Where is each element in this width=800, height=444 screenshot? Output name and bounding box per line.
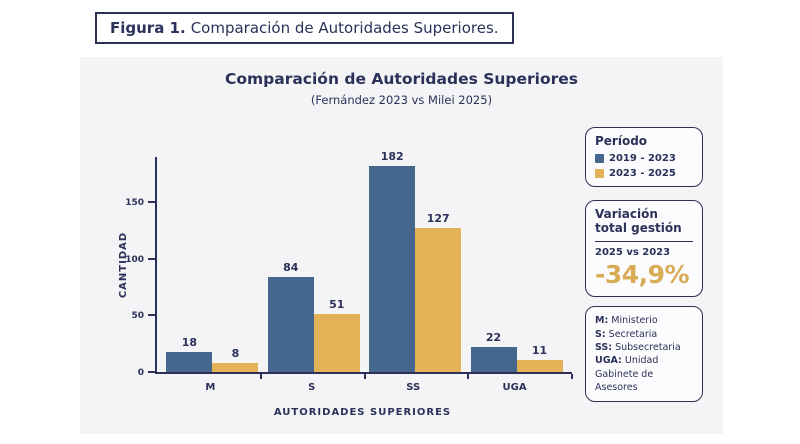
abbreviation-line: UGA: Unidad Gabinete de Asesores [595, 355, 659, 393]
divider [595, 241, 693, 243]
legend-title: Período [595, 134, 648, 148]
x-tick-mark [363, 374, 366, 379]
abbreviation-line: M: Ministerio [595, 315, 658, 327]
x-axis-tick-labels: M S SS UGA [155, 382, 570, 393]
variation-title-line2: total gestión [595, 220, 682, 235]
x-tick-label: UGA [502, 382, 527, 393]
y-tick-mark [148, 257, 155, 260]
bar-value-label: 8 [231, 346, 240, 360]
bar-wrap: 18 [166, 335, 213, 372]
chart-subtitle: (Fernández 2023 vs Milei 2025) [310, 93, 493, 107]
variation-title-line1: Variación [595, 206, 658, 221]
bar [166, 351, 213, 372]
legend-swatch [595, 168, 604, 178]
bar-wrap: 127 [415, 212, 462, 372]
legend-box: Período 2019 - 2023 2023 - 2025 [585, 127, 703, 187]
bar [415, 228, 462, 372]
variation-value: -34,9% [595, 260, 690, 290]
x-tick-mark [571, 374, 573, 379]
bar-value-label: 22 [485, 331, 502, 345]
bar [313, 314, 360, 372]
x-tick-label: S [308, 382, 316, 393]
bar-groups: 18 8 84 51 182 127 22 11 [157, 150, 572, 372]
bar-wrap: 51 [313, 298, 360, 372]
bar-wrap: 8 [212, 346, 259, 372]
bar-value-label: 18 [181, 335, 198, 349]
plot-area: 0 50 100 150 18 8 84 51 182 127 22 11 [125, 150, 573, 379]
x-tick-label: M [205, 382, 216, 393]
bar [470, 347, 517, 372]
abbreviation-line: SS: Subsecretaria [595, 341, 681, 353]
bar-value-label: 11 [531, 343, 548, 357]
bar [267, 276, 314, 372]
bar-group-uga: 22 11 [470, 331, 563, 372]
legend-swatch [595, 153, 604, 163]
chart-card: Comparación de Autoridades Superiores (F… [80, 57, 723, 434]
x-tick-mark [467, 374, 470, 379]
variation-box: Variación total gestión 2025 vs 2023 -34… [585, 199, 703, 298]
bar-group-s: 84 51 [267, 260, 360, 372]
bar [369, 166, 416, 372]
y-axis-label: CANTIDAD [118, 231, 129, 299]
figure-caption: Figura 1. Comparación de Autoridades Supe… [95, 12, 514, 44]
legend-label: 2019 - 2023 [609, 152, 676, 164]
abbreviations-box: M: Ministerio S: Secretaria SS: Subsecreta… [585, 306, 703, 403]
figure-caption-prefix: Figura 1. [110, 19, 186, 37]
bar-wrap: 22 [470, 331, 517, 372]
bar-group-m: 18 8 [166, 335, 259, 372]
variation-title: Variación total gestión [595, 206, 693, 236]
bar-wrap: 182 [369, 150, 416, 372]
x-tick-label: SS [406, 382, 421, 393]
chart-title: Comparación de Autoridades Superiores [224, 70, 579, 88]
legend-items: 2019 - 2023 2023 - 2025 [595, 153, 693, 179]
legend-item: 2023 - 2025 [595, 168, 693, 179]
bar-wrap: 11 [516, 343, 563, 372]
abbreviation-line: S: Secretaria [595, 328, 658, 340]
bar-value-label: 84 [283, 260, 299, 274]
x-axis-label: AUTORIDADES SUPERIORES [273, 407, 452, 418]
bar-value-label: 182 [380, 150, 404, 164]
y-tick-mark [148, 201, 155, 204]
bar [212, 362, 259, 372]
bar-wrap: 84 [267, 260, 314, 372]
x-tick-mark [259, 374, 262, 379]
bar-value-label: 127 [426, 212, 450, 226]
figure-caption-text: Comparación de Autoridades Superiores. [190, 19, 499, 37]
y-tick-label: 150 [125, 198, 144, 209]
y-tick-mark [148, 371, 155, 373]
y-tick-label: 100 [125, 254, 144, 265]
y-tick-label: 50 [131, 311, 144, 322]
legend-label: 2023 - 2025 [609, 167, 676, 179]
y-tick-mark [148, 314, 155, 317]
variation-compare-label: 2025 vs 2023 [595, 247, 671, 259]
side-panel: Período 2019 - 2023 2023 - 2025 Variación… [585, 127, 703, 403]
bar-group-ss: 182 127 [369, 150, 462, 372]
bar [516, 359, 563, 372]
y-tick-label: 0 [137, 368, 144, 378]
legend-item: 2019 - 2023 [595, 153, 693, 164]
bar-value-label: 51 [329, 298, 345, 312]
